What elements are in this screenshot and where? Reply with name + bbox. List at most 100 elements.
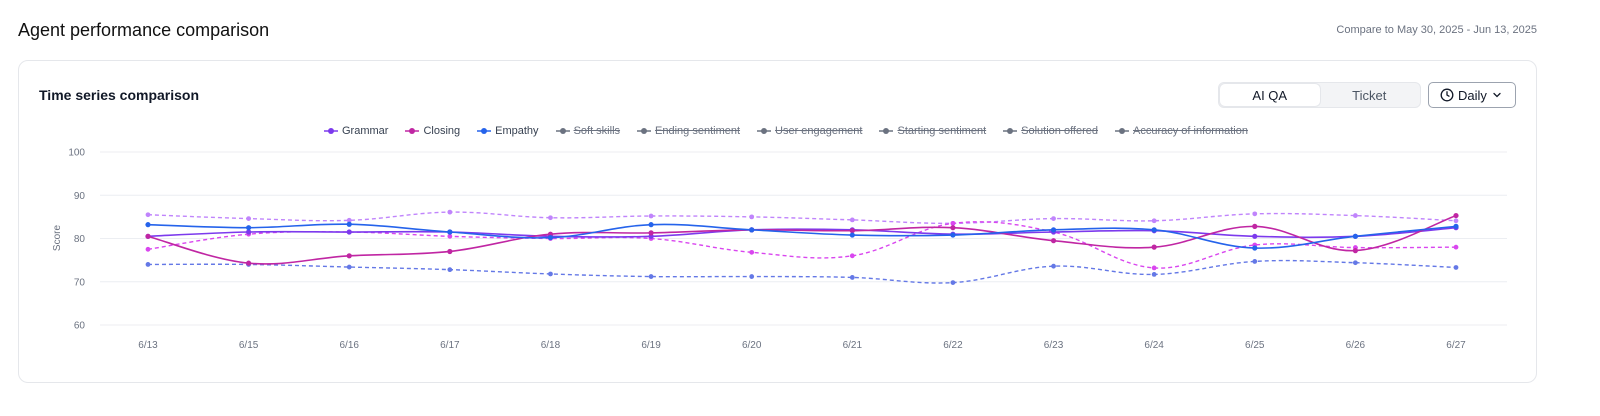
data-point-empathy (950, 232, 956, 238)
data-point-empathy (1453, 223, 1459, 229)
card-title: Time series comparison (39, 87, 200, 103)
legend-marker-icon (1115, 128, 1129, 134)
data-point-grammar-comparison (1151, 218, 1157, 224)
legend-item-solution-offered[interactable]: Solution offered (1003, 125, 1098, 137)
y-tick-label: 80 (74, 234, 86, 245)
data-point-closing-comparison (145, 246, 151, 252)
toggle-ticket[interactable]: Ticket (1352, 87, 1387, 103)
legend-label: Grammar (342, 125, 389, 137)
data-point-empathy-comparison (749, 274, 755, 279)
y-tick-label: 100 (68, 148, 85, 159)
period-select[interactable]: Daily (1428, 82, 1516, 108)
chevron-down-icon (1493, 92, 1501, 98)
data-point-grammar-comparison (849, 217, 855, 223)
legend-label: Solution offered (1021, 125, 1098, 137)
compare-date-range: Compare to May 30, 2025 - Jun 13, 2025 (1336, 24, 1537, 36)
data-point-grammar-comparison (1352, 213, 1358, 218)
x-tick-label: 6/22 (943, 340, 963, 351)
data-point-closing (1050, 238, 1057, 244)
time-series-card: Time series comparison AI QA Ticket Dail… (18, 60, 1537, 383)
y-tick-label: 70 (74, 277, 86, 288)
data-point-grammar-comparison (145, 212, 151, 218)
x-tick-label: 6/19 (641, 340, 661, 351)
x-tick-label: 6/26 (1346, 340, 1366, 351)
legend-label: Closing (423, 125, 461, 137)
legend-label: Accuracy of information (1133, 125, 1248, 137)
data-point-empathy (1252, 245, 1258, 251)
data-point-empathy-comparison (1252, 259, 1258, 264)
data-point-empathy (246, 225, 252, 231)
data-point-empathy-comparison (1051, 263, 1056, 269)
legend-marker-icon (1003, 128, 1018, 134)
legend-marker-icon (555, 128, 570, 134)
data-point-closing (950, 225, 956, 231)
y-tick-label: 90 (74, 191, 86, 202)
source-toggle: AI QA Ticket (1218, 82, 1421, 108)
data-point-closing (849, 228, 855, 234)
legend-item-accuracy-of-information[interactable]: Accuracy of information (1115, 125, 1248, 137)
data-point-empathy-comparison (346, 264, 352, 270)
legend-item-closing[interactable]: Closing (405, 125, 460, 137)
data-point-empathy-comparison (145, 262, 151, 267)
data-point-closing (1252, 223, 1258, 229)
data-point-empathy (1151, 227, 1157, 233)
x-tick-label: 6/27 (1446, 340, 1466, 351)
data-point-empathy-comparison (1352, 260, 1358, 266)
data-point-grammar-comparison (749, 214, 755, 220)
legend-label: Starting sentiment (897, 125, 987, 137)
data-point-grammar-comparison (1453, 218, 1459, 224)
legend-label: Empathy (495, 125, 539, 137)
legend-label: Ending sentiment (655, 125, 741, 137)
data-point-grammar-comparison (1051, 216, 1056, 222)
legend-marker-icon (477, 128, 492, 134)
legend-item-ending-sentiment[interactable]: Ending sentiment (637, 125, 740, 137)
legend-item-empathy[interactable]: Empathy (477, 125, 539, 137)
data-point-grammar-comparison (548, 215, 553, 221)
data-point-closing-comparison (1453, 244, 1459, 250)
toggle-ai-qa[interactable]: AI QA (1220, 84, 1320, 106)
legend-marker-icon (637, 128, 652, 134)
data-point-closing-comparison (849, 253, 855, 259)
series-line-closing (147, 214, 1457, 265)
series-line-empathy-comparison (147, 259, 1457, 284)
x-tick-label: 6/23 (1044, 340, 1064, 351)
legend-item-soft-skills[interactable]: Soft skills (555, 125, 620, 137)
legend-item-grammar[interactable]: Grammar (324, 125, 388, 137)
data-point-empathy-comparison (950, 280, 956, 286)
data-point-closing (1151, 244, 1157, 250)
data-point-empathy-comparison (1151, 271, 1157, 277)
y-tick-label: 60 (74, 321, 86, 332)
data-point-grammar-comparison (1252, 211, 1258, 217)
data-point-empathy (749, 227, 755, 233)
data-point-grammar-comparison (447, 209, 453, 215)
data-point-empathy-comparison (1453, 265, 1459, 270)
legend-marker-icon (879, 128, 894, 134)
data-point-empathy (1050, 227, 1057, 233)
series-line-grammar (147, 226, 1457, 239)
page-title: Agent performance comparison (18, 20, 270, 40)
x-tick-label: 6/17 (440, 340, 460, 351)
data-point-closing (1352, 248, 1358, 254)
data-point-grammar-comparison (648, 213, 654, 219)
data-point-empathy (648, 222, 654, 228)
data-point-empathy (447, 229, 453, 235)
legend-marker-icon (405, 128, 420, 134)
chart-legend: Grammar Closing Empathy Soft skills Ending s… (324, 125, 1265, 137)
data-point-grammar-comparison (346, 217, 352, 223)
legend-item-starting-sentiment[interactable]: Starting sentiment (879, 125, 986, 137)
x-tick-label: 6/18 (541, 340, 561, 351)
clock-icon (1440, 88, 1454, 102)
period-label: Daily (1458, 87, 1487, 103)
data-point-empathy-comparison (648, 274, 654, 279)
x-tick-label: 6/16 (339, 340, 359, 351)
data-point-closing (1453, 212, 1459, 219)
legend-item-user-engagement[interactable]: User engagement (757, 125, 862, 137)
x-tick-label: 6/25 (1245, 340, 1265, 351)
data-point-empathy-comparison (447, 267, 453, 273)
y-axis-label: Score (52, 225, 63, 252)
data-point-empathy (849, 232, 855, 238)
data-point-empathy (346, 221, 352, 227)
data-point-empathy (1352, 233, 1358, 239)
legend-label: User engagement (775, 125, 863, 137)
